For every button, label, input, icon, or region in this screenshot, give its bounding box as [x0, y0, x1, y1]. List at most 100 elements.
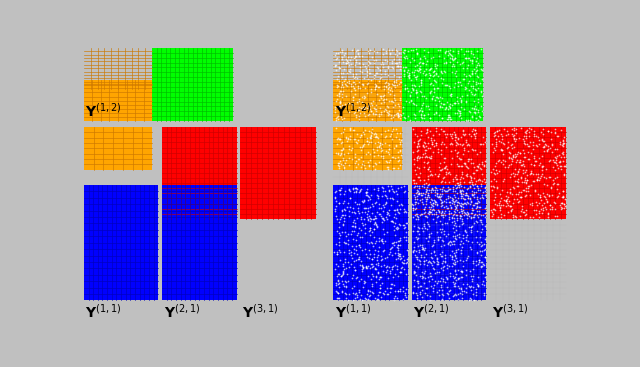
Point	[331, 199, 341, 204]
Point	[527, 202, 537, 208]
Point	[389, 82, 399, 88]
Point	[451, 212, 461, 218]
Point	[534, 200, 544, 206]
Point	[362, 214, 372, 219]
Point	[445, 252, 455, 258]
Point	[515, 159, 525, 164]
Point	[394, 50, 404, 56]
Point	[472, 55, 482, 61]
Point	[427, 211, 437, 217]
Point	[330, 62, 340, 68]
Point	[334, 247, 344, 253]
Point	[502, 144, 513, 150]
Point	[420, 213, 431, 219]
Bar	[490, 127, 566, 219]
Point	[392, 48, 402, 54]
Point	[498, 202, 508, 208]
Point	[369, 57, 379, 63]
Point	[518, 170, 529, 176]
Point	[461, 192, 472, 197]
Point	[434, 193, 444, 199]
Point	[468, 284, 478, 290]
Point	[344, 186, 354, 192]
Point	[412, 133, 422, 139]
Point	[394, 221, 404, 227]
Point	[340, 207, 351, 213]
Point	[477, 264, 488, 269]
Point	[419, 48, 429, 54]
Point	[459, 76, 469, 81]
Point	[424, 208, 435, 214]
Point	[392, 60, 402, 66]
Point	[349, 160, 360, 166]
Point	[511, 159, 521, 164]
Point	[519, 164, 529, 170]
Point	[428, 265, 438, 270]
Point	[547, 206, 557, 212]
Point	[431, 185, 442, 190]
Point	[455, 95, 465, 101]
Point	[456, 274, 467, 280]
Point	[425, 89, 435, 95]
Point	[411, 199, 421, 205]
Point	[355, 134, 365, 139]
Point	[420, 55, 431, 61]
Point	[339, 79, 349, 84]
Point	[363, 80, 373, 86]
Point	[340, 279, 351, 285]
Point	[449, 276, 460, 281]
Point	[335, 98, 346, 103]
Point	[467, 246, 477, 251]
Point	[345, 126, 355, 132]
Point	[519, 179, 529, 185]
Point	[373, 84, 383, 90]
Point	[377, 280, 387, 286]
Point	[396, 286, 406, 292]
Point	[436, 179, 446, 185]
Point	[529, 153, 540, 159]
Point	[442, 48, 452, 54]
Point	[370, 219, 380, 225]
Point	[479, 236, 490, 242]
Point	[369, 72, 380, 78]
Point	[371, 265, 381, 271]
Point	[393, 112, 403, 118]
Point	[369, 153, 379, 159]
Point	[426, 210, 436, 215]
Point	[520, 141, 530, 147]
Point	[415, 273, 425, 279]
Point	[429, 77, 439, 83]
Point	[433, 269, 444, 275]
Point	[476, 187, 486, 193]
Point	[465, 183, 476, 189]
Point	[335, 110, 345, 116]
Point	[468, 266, 478, 272]
Point	[412, 89, 422, 95]
Point	[424, 210, 434, 215]
Point	[365, 227, 375, 233]
Point	[340, 157, 351, 163]
Point	[434, 195, 444, 200]
Point	[385, 289, 395, 295]
Point	[433, 261, 443, 267]
Point	[452, 59, 462, 65]
Point	[461, 237, 471, 243]
Point	[337, 157, 348, 163]
Point	[428, 200, 438, 206]
Point	[349, 85, 359, 91]
Point	[442, 284, 452, 290]
Point	[465, 287, 476, 292]
Point	[332, 84, 342, 90]
Point	[342, 79, 352, 84]
Point	[338, 221, 348, 227]
Point	[349, 265, 360, 270]
Point	[371, 82, 381, 88]
Point	[394, 157, 404, 163]
Point	[371, 257, 381, 263]
Point	[427, 262, 437, 268]
Point	[440, 208, 451, 214]
Point	[369, 186, 379, 192]
Point	[343, 135, 353, 141]
Point	[375, 285, 385, 291]
Point	[488, 206, 499, 211]
